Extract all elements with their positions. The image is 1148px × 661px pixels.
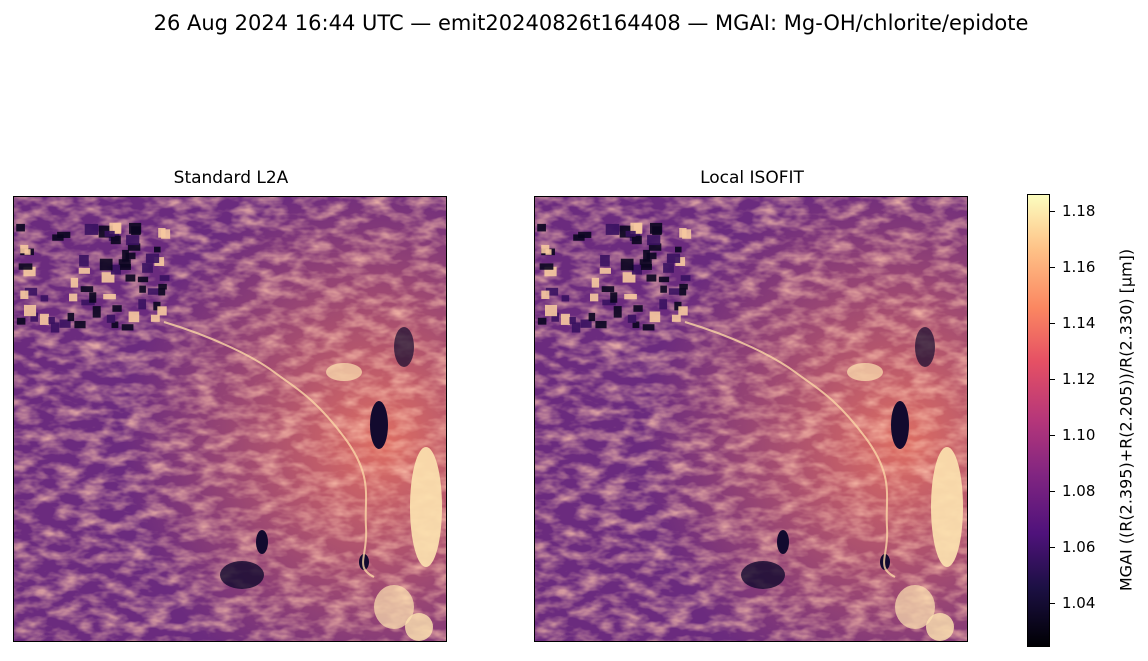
colorbar-label: MGAI ((R(2.395)+R(2.205))/R(2.330) [µm]) xyxy=(1116,248,1136,592)
colorbar-tick-mark xyxy=(1050,322,1055,325)
panel-title-local-isofit: Local ISOFIT xyxy=(700,168,804,188)
colorbar-tick-label: 1.04 xyxy=(1062,593,1096,612)
heatmap-low-features xyxy=(741,327,935,589)
colorbar-tick-mark xyxy=(1050,434,1055,437)
colorbar-tick-label: 1.08 xyxy=(1062,481,1096,500)
colorbar-tick-label: 1.18 xyxy=(1062,201,1096,220)
colorbar-tick-label: 1.10 xyxy=(1062,425,1096,444)
colorbar-tick-mark xyxy=(1050,490,1055,493)
figure-title: 26 Aug 2024 16:44 UTC — emit20240826t164… xyxy=(153,11,1029,35)
heatmap-field-patches xyxy=(16,222,171,333)
colorbar-tick-mark xyxy=(1050,266,1055,269)
panel-title-standard-l2a: Standard L2A xyxy=(173,168,289,188)
heatmap-panel-local-isofit xyxy=(534,196,968,642)
colorbar xyxy=(1027,194,1050,647)
colorbar-tick-label: 1.14 xyxy=(1062,313,1096,332)
colorbar-tick-mark xyxy=(1050,546,1055,549)
colorbar-ticks: 1.04 1.06 1.08 1.10 1.12 1.14 1.16 1.18 xyxy=(1050,194,1110,647)
colorbar-tick-label: 1.06 xyxy=(1062,537,1096,556)
colorbar-tick-mark xyxy=(1050,210,1055,212)
heatmap-image xyxy=(535,197,967,641)
heatmap-high-features xyxy=(847,363,963,641)
heatmap-panel-standard-l2a xyxy=(13,196,447,642)
heatmap-drainage-line xyxy=(684,321,896,578)
colorbar-tick-label: 1.12 xyxy=(1062,369,1096,388)
heatmap-high-features xyxy=(326,363,442,641)
heatmap-drainage-line xyxy=(163,321,375,578)
colorbar-tick-label: 1.16 xyxy=(1062,257,1096,276)
colorbar-gradient xyxy=(1028,195,1049,646)
heatmap-field-patches xyxy=(537,222,692,333)
heatmap-image xyxy=(14,197,446,641)
colorbar-tick-mark xyxy=(1050,378,1055,381)
colorbar-tick-mark xyxy=(1050,602,1055,605)
